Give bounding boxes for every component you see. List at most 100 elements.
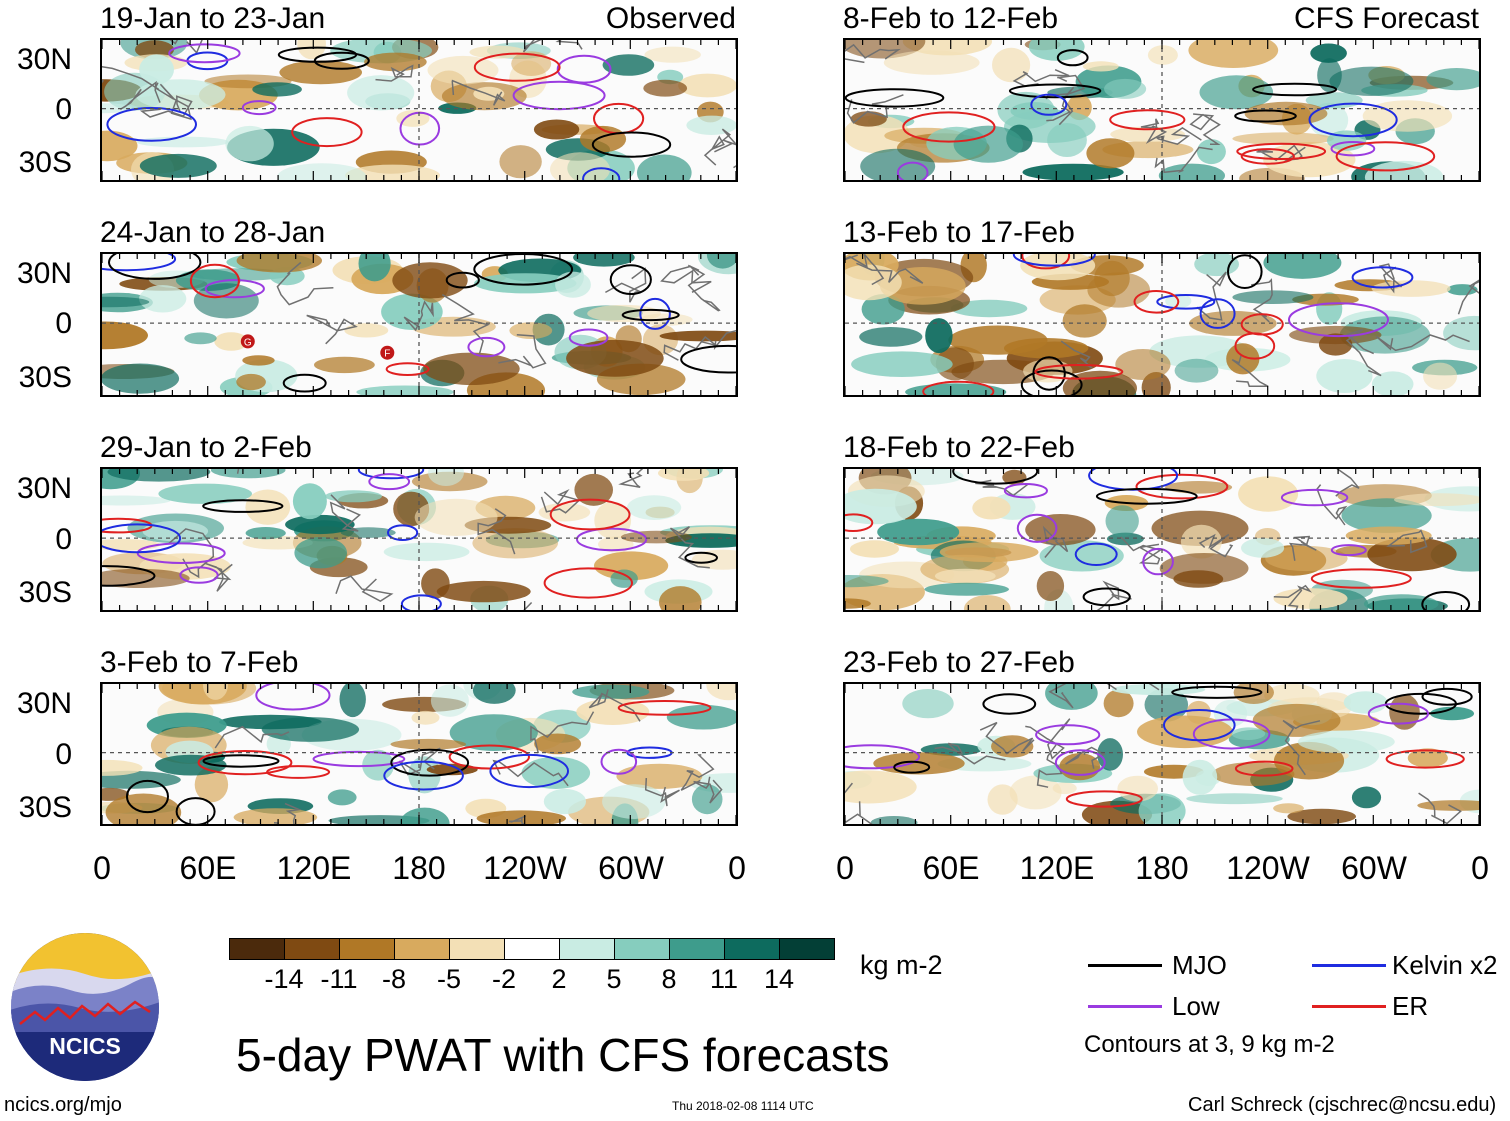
wave-contour	[197, 750, 293, 776]
pwat-anomaly-shading	[627, 495, 682, 520]
coastline	[1335, 469, 1360, 497]
lon-label-0-right: 0	[1471, 850, 1489, 886]
panel-7-title: 18-Feb to 22-Feb	[843, 431, 1075, 464]
wave-contour	[1065, 790, 1143, 808]
coastline	[329, 494, 361, 532]
coastline	[1418, 792, 1462, 824]
wave-contour	[266, 765, 331, 779]
colorbar-swatch	[614, 938, 670, 960]
pwat-anomaly-shading	[666, 704, 736, 730]
pwat-anomaly-shading	[261, 717, 360, 742]
pwat-anomaly-shading	[851, 351, 953, 377]
coastline	[669, 526, 710, 569]
coastline	[845, 254, 885, 286]
footer-credit: Carl Schreck (cjschrec@ncsu.edu)	[1188, 1094, 1497, 1116]
lat-label-eq: 0	[55, 523, 72, 556]
pwat-anomaly-shading	[427, 55, 499, 85]
wave-contour	[1021, 254, 1071, 270]
pwat-anomaly-shading	[242, 355, 275, 366]
pwat-anomaly-shading	[1273, 588, 1348, 609]
pwat-anomaly-shading	[1244, 101, 1328, 126]
pwat-anomaly-shading	[1104, 78, 1147, 99]
colorbar-unit: kg m-2	[860, 950, 943, 980]
pwat-anomaly-shading	[1097, 738, 1123, 771]
pwat-anomaly-shading	[1339, 316, 1431, 354]
lon-label-60w: 60W	[598, 850, 664, 886]
pwat-anomaly-shading	[934, 568, 996, 584]
coastline	[1316, 484, 1348, 526]
pwat-anomaly-shading	[1423, 362, 1458, 390]
wave-contour	[1142, 547, 1174, 576]
pwat-anomaly-shading	[997, 91, 1055, 129]
wave-contour	[189, 263, 240, 299]
coastline	[856, 262, 924, 284]
coastline	[588, 689, 641, 722]
pwat-anomaly-shading	[1343, 691, 1388, 714]
lon-label-0: 0	[93, 850, 111, 886]
colorbar	[229, 938, 835, 960]
pwat-anomaly-shading	[236, 373, 266, 391]
pwat-anomaly-shading	[574, 473, 613, 506]
wave-contour	[1034, 364, 1124, 380]
coastline	[102, 65, 160, 91]
coastline	[403, 300, 434, 332]
pwat-anomaly-shading	[1273, 803, 1304, 814]
pwat-anomaly-shading	[870, 816, 918, 824]
pwat-anomaly-shading	[698, 254, 736, 275]
pwat-anomaly-shading	[543, 788, 586, 815]
pwat-anomaly-shading	[964, 595, 1011, 610]
coastline	[498, 333, 547, 369]
pwat-anomaly-shading	[242, 535, 313, 550]
pwat-anomaly-shading	[1316, 359, 1373, 393]
pwat-anomaly-shading	[139, 54, 174, 85]
coastline	[273, 802, 302, 824]
lat-label-30n: 30N	[16, 43, 72, 76]
pwat-anomaly-shading	[691, 784, 723, 815]
wave-contour	[1088, 469, 1179, 491]
wave-contour	[445, 271, 480, 289]
wave-contour	[282, 373, 327, 393]
pwat-anomaly-shading	[1231, 727, 1266, 740]
panel-6-title: 13-Feb to 17-Feb	[843, 216, 1075, 249]
wave-contour	[473, 254, 574, 286]
wave-contour	[136, 542, 226, 564]
pwat-anomaly-shading	[686, 115, 736, 135]
pwat-anomaly-shading	[252, 82, 302, 97]
pwat-anomaly-shading	[102, 495, 171, 506]
pwat-anomaly-shading	[1265, 545, 1348, 572]
coastline	[276, 261, 334, 306]
lat-label-30s: 30S	[18, 146, 72, 179]
footer-url[interactable]: ncics.org/mjo	[4, 1094, 122, 1116]
pwat-anomaly-shading	[658, 469, 710, 481]
wave-contour	[1335, 141, 1436, 172]
pwat-anomaly-shading	[1316, 692, 1352, 711]
wave-contour	[1020, 369, 1083, 395]
pwat-anomaly-shading	[598, 536, 634, 553]
legend-kelvin-label: Kelvin x2	[1392, 950, 1498, 980]
pwat-anomaly-shading	[850, 111, 887, 127]
pwat-anomaly-shading	[1182, 759, 1218, 795]
coastline	[845, 43, 901, 64]
pwat-anomaly-shading	[939, 542, 1039, 563]
wave-contour	[179, 566, 219, 584]
pwat-anomaly-shading	[1371, 371, 1414, 395]
pwat-anomaly-shading	[135, 79, 226, 110]
pwat-anomaly-shading	[314, 356, 375, 374]
pwat-anomaly-shading	[236, 254, 322, 273]
coastline	[1096, 580, 1132, 610]
pwat-anomaly-shading	[102, 759, 143, 776]
wave-contour	[1163, 708, 1236, 742]
wave-contour	[126, 779, 169, 814]
wave-contour	[368, 473, 411, 491]
pwat-anomaly-shading	[136, 136, 229, 148]
colorbar-tick-label: -2	[491, 964, 516, 994]
pwat-anomaly-shading	[637, 154, 692, 180]
pwat-anomaly-shading	[392, 262, 468, 299]
pwat-anomaly-shading	[396, 110, 430, 127]
pwat-anomaly-shading	[1394, 493, 1479, 507]
coastline	[934, 742, 1006, 765]
wave-contour	[621, 308, 680, 322]
cyclone-marker	[380, 345, 395, 360]
wave-contour	[1288, 302, 1389, 338]
coastline	[492, 759, 569, 787]
